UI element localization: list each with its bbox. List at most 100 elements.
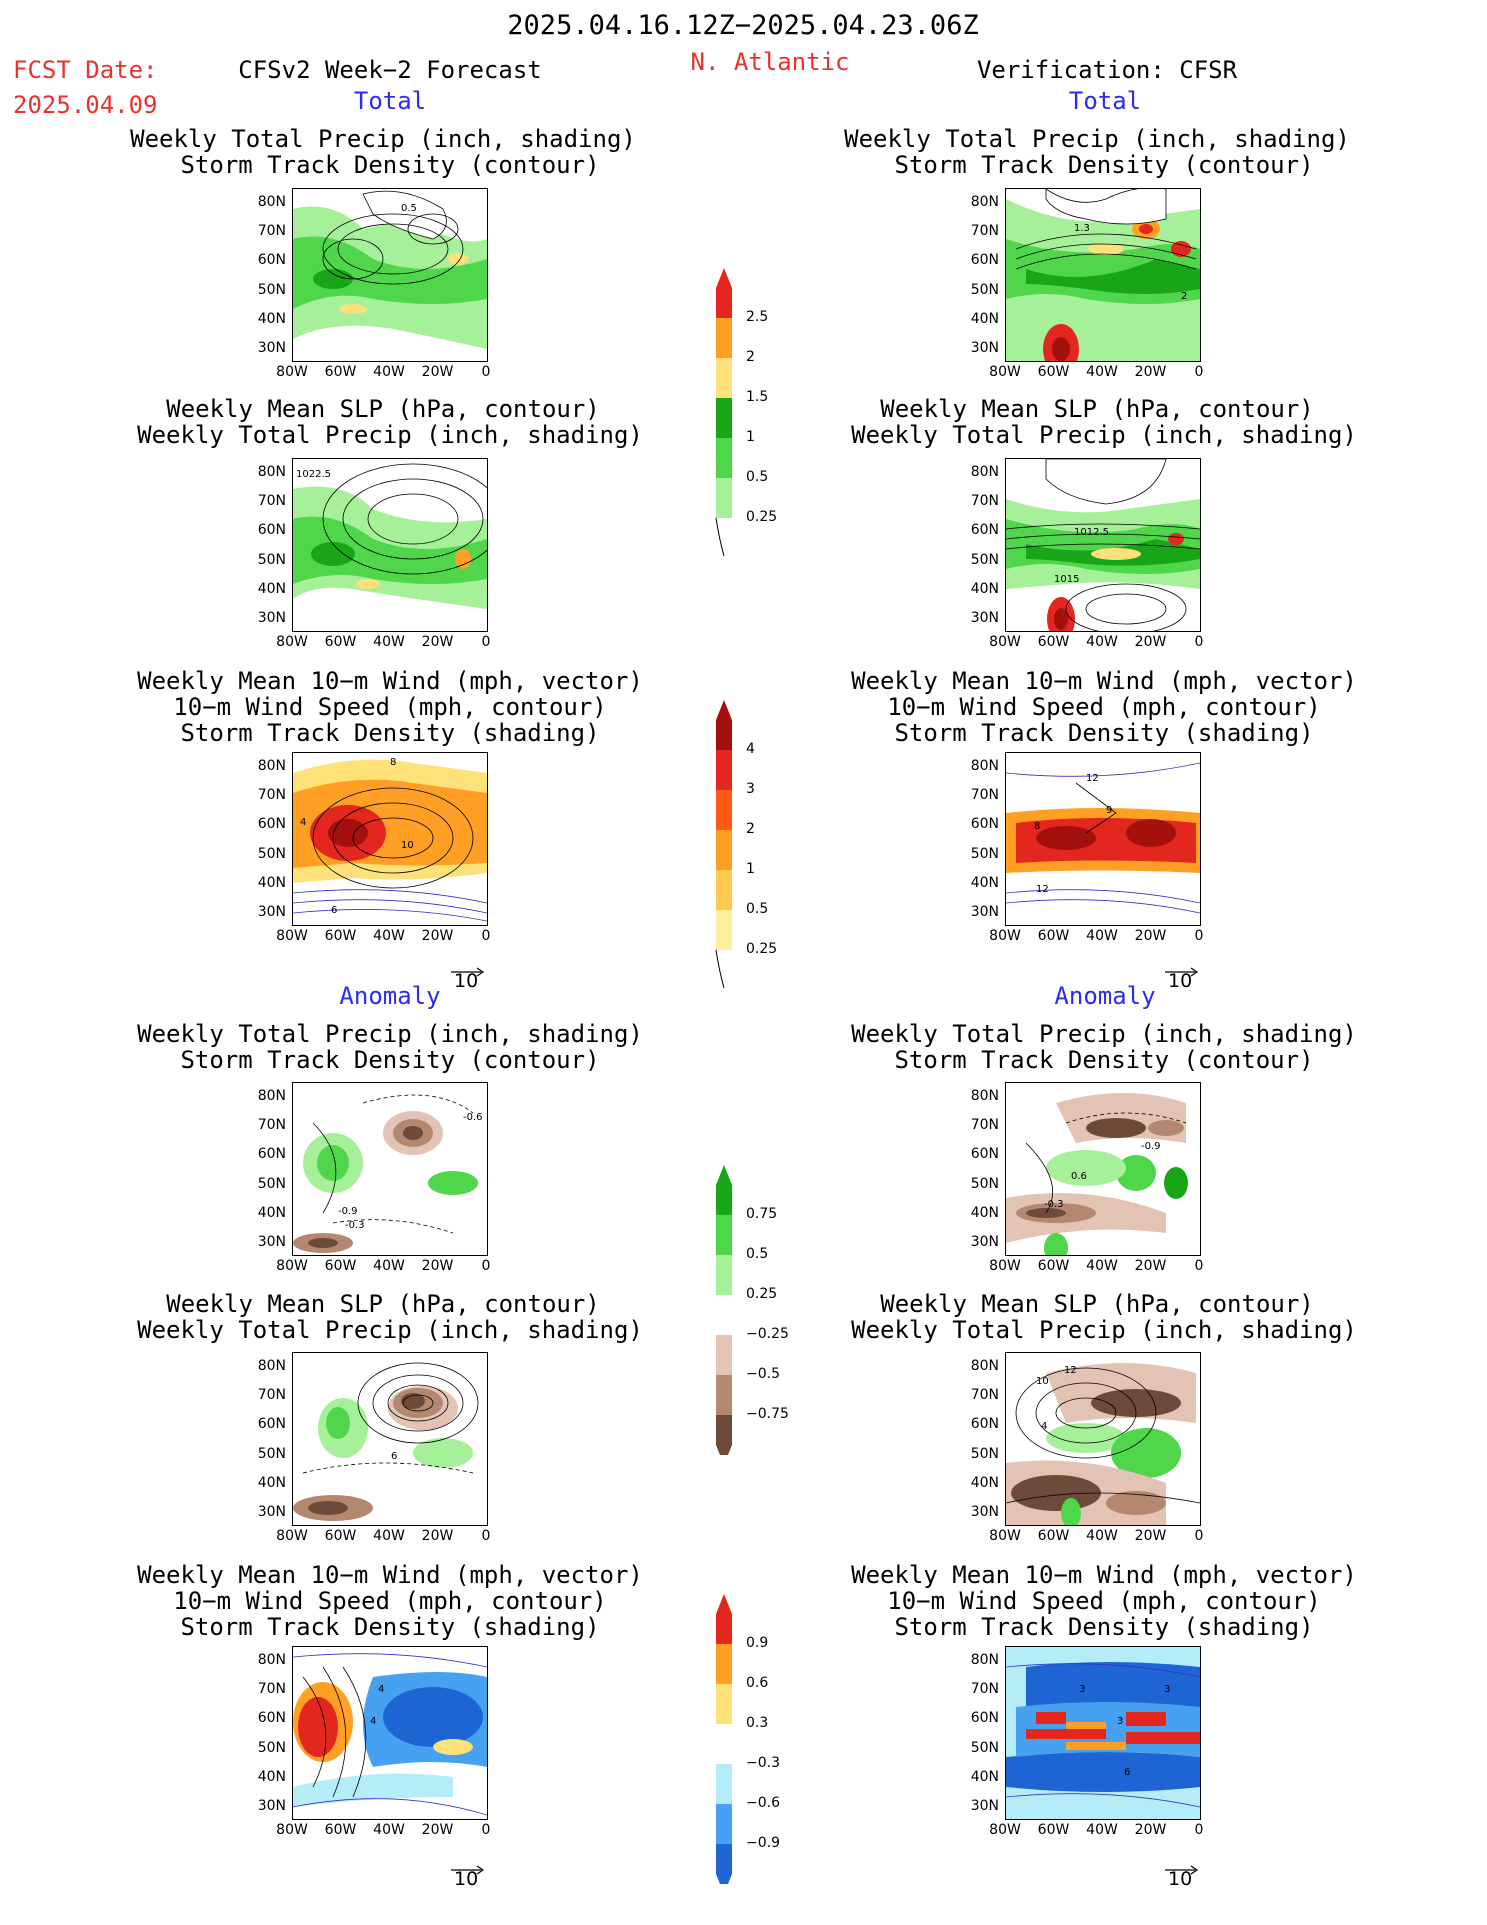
panel-title-line: Storm Track Density (shading) — [180, 719, 600, 747]
lon-tick-label: 40W — [1086, 1258, 1118, 1274]
lat-tick-label: 60N — [257, 816, 286, 833]
forecast-total-wind-storm-map: 8 10 4 6 — [292, 752, 488, 926]
panel-title-line: 10−m Wind Speed (mph, contour) — [887, 1587, 1321, 1615]
lon-tick-label: 80W — [276, 1822, 308, 1838]
contour-label: -0.6 — [463, 1112, 483, 1123]
lat-tick-label: 50N — [970, 1175, 999, 1192]
contour-label: -0.9 — [338, 1206, 358, 1217]
colorbar-tick-label: 0.25 — [746, 1286, 778, 1302]
lat-tick-label: 80N — [970, 1652, 999, 1668]
panel-title-line: Storm Track Density (contour) — [894, 151, 1314, 179]
lat-tick-label: 50N — [257, 1175, 286, 1192]
lat-tick-label: 50N — [257, 1739, 286, 1756]
lon-tick-label: 60W — [1037, 634, 1070, 650]
forecast-anomaly-wind-storm-map: 4 4 — [292, 1646, 488, 1820]
contour-label: 1012.5 — [1074, 527, 1109, 538]
lon-tick-label: 60W — [1037, 1258, 1070, 1274]
colorbar-tick-label: 1 — [746, 429, 755, 445]
lat-tick-label: 80N — [257, 1652, 286, 1668]
verification-total-slp-precip-map: 1012.5 1015 — [1005, 458, 1201, 632]
panel-title-line: Storm Track Density (shading) — [894, 719, 1314, 747]
lat-tick-label: 40N — [970, 310, 999, 327]
lon-tick-label: 40W — [1086, 1528, 1118, 1544]
lon-tick-label: 0 — [481, 1822, 491, 1838]
contour-label: 12 — [1064, 1365, 1077, 1376]
lon-tick-label: 80W — [989, 1822, 1021, 1838]
lat-tick-label: 50N — [970, 281, 999, 298]
precip-anomaly-colorbar — [716, 1165, 732, 1455]
vector-ref-label: 10 — [454, 1868, 479, 1890]
lon-tick-label: 80W — [989, 634, 1021, 650]
colorbar-tick-label: 1.5 — [746, 389, 769, 405]
lon-tick-label: 40W — [1086, 928, 1118, 944]
colorbar-swatch — [716, 1215, 732, 1255]
lon-tick-label: 80W — [276, 364, 308, 380]
colorbar-tick-label: −0.6 — [746, 1795, 780, 1811]
colorbar-swatch — [716, 398, 732, 438]
lat-tick-label: 50N — [970, 551, 999, 568]
colorbar-swatch — [716, 1684, 732, 1724]
lon-tick-label: 20W — [421, 364, 454, 380]
lat-tick-label: 40N — [970, 580, 999, 597]
lon-tick-label: 20W — [1134, 928, 1167, 944]
lon-tick-label: 20W — [421, 928, 454, 944]
colorbar-tick-label: 0.5 — [746, 901, 769, 917]
lat-tick-label: 50N — [257, 845, 286, 862]
colorbar-tick-label: 0.25 — [746, 941, 778, 957]
forecast-column-title: CFSv2 Week−2 Forecast — [238, 56, 542, 84]
lat-tick-label: 40N — [970, 1474, 999, 1491]
colorbar-tick-label: 1 — [746, 861, 755, 877]
panel-title-line: 10−m Wind Speed (mph, contour) — [173, 1587, 607, 1615]
lat-tick-label: 30N — [970, 1798, 999, 1814]
contour-label: 6 — [391, 1451, 397, 1462]
lat-tick-label: 60N — [257, 522, 286, 539]
panel-title-line: Weekly Mean SLP (hPa, contour) — [880, 395, 1314, 423]
lat-tick-label: 30N — [970, 610, 999, 626]
lon-tick-label: 0 — [481, 364, 491, 380]
lat-tick-label: 70N — [970, 1681, 999, 1698]
lat-tick-label: 70N — [970, 223, 999, 240]
verification-anomaly-precip-storm-map: -0.9 0.6 -0.3 — [1005, 1082, 1201, 1256]
colorbar-tick-label: 0.5 — [746, 1246, 769, 1262]
colorbar-tick-label: 4 — [746, 741, 755, 757]
colorbar-tick-label: 0.6 — [746, 1675, 769, 1691]
lat-tick-label: 70N — [970, 1117, 999, 1134]
lon-tick-label: 0 — [1194, 634, 1204, 650]
lon-tick-label: 60W — [324, 1528, 357, 1544]
lat-tick-label: 50N — [970, 1445, 999, 1462]
verification-anomaly-wind-storm-map: 3 3 3 6 — [1005, 1646, 1201, 1820]
lon-tick-label: 60W — [324, 1258, 357, 1274]
contour-label: 0.5 — [401, 203, 417, 214]
region-label: N. Atlantic — [690, 48, 850, 76]
panel-title-line: Weekly Total Precip (inch, shading) — [137, 1316, 643, 1344]
lat-tick-label: 40N — [970, 1768, 999, 1785]
vector-ref-arrow-icon — [1165, 960, 1199, 982]
colorbar-swatch — [716, 870, 732, 910]
panel-title-line: Storm Track Density (shading) — [180, 1613, 600, 1641]
lat-tick-label: 40N — [257, 874, 286, 891]
lon-tick-label: 0 — [1194, 1258, 1204, 1274]
colorbar-swatch — [716, 1594, 732, 1644]
panel-title-line: Weekly Total Precip (inch, shading) — [851, 1316, 1357, 1344]
panel-title-line: Weekly Total Precip (inch, shading) — [844, 125, 1350, 153]
lat-tick-label: 60N — [970, 252, 999, 269]
contour-label: 4 — [370, 1716, 376, 1727]
colorbar-swatch — [716, 1844, 732, 1884]
forecast-total-label: Total — [353, 87, 427, 115]
colorbar-swatch — [716, 1415, 732, 1455]
lat-tick-label: 60N — [970, 522, 999, 539]
contour-label: 3 — [1079, 1684, 1085, 1695]
lon-tick-label: 0 — [481, 928, 491, 944]
lat-tick-label: 40N — [257, 310, 286, 327]
lon-tick-label: 40W — [373, 364, 405, 380]
lat-tick-label: 70N — [257, 223, 286, 240]
contour-label: 1015 — [1054, 574, 1079, 585]
forecast-anomaly-slp-precip-map: 6 — [292, 1352, 488, 1526]
lat-tick-label: 80N — [970, 758, 999, 774]
lon-tick-label: 20W — [421, 1258, 454, 1274]
lat-tick-label: 70N — [970, 1387, 999, 1404]
lon-tick-label: 80W — [989, 1528, 1021, 1544]
lat-tick-label: 60N — [970, 1416, 999, 1433]
verification-column-title: Verification: CFSR — [976, 56, 1238, 84]
lat-tick-label: 30N — [970, 1234, 999, 1250]
